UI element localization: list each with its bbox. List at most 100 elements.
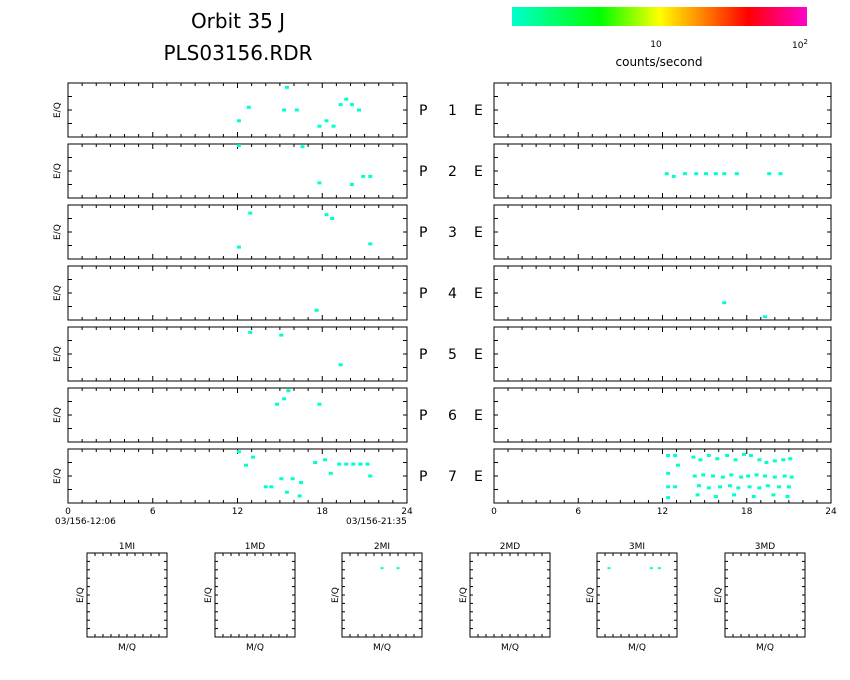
ylabel-row-2: E/Q (53, 163, 63, 179)
right-panel-5-frame (493, 326, 832, 382)
left-panel-7-point-4 (269, 485, 274, 489)
right-panel-2-point-4 (704, 172, 709, 176)
left-panel-6-frame (67, 387, 408, 443)
ylabel-row-6: E/Q (53, 407, 63, 423)
right-panel-2-point-3 (694, 172, 699, 176)
panel-row-2: E/Q P 2 E (53, 143, 832, 199)
panel-label-p-3: P (419, 225, 427, 241)
right-panel-7-point-46 (771, 493, 776, 497)
right-panel-1-frame (493, 82, 832, 138)
panel-label-e-4: E (474, 286, 483, 302)
panel-label-n-2: 2 (448, 164, 457, 180)
mass-panel-1MD: 1MD M/Q E/Q (204, 542, 296, 653)
right-panel-7-point-26 (754, 473, 759, 477)
left-panel-2-point-3 (349, 183, 354, 186)
colorbar-tick-100: 102 (792, 38, 808, 51)
panel-row-3: E/Q P 3 E (53, 204, 832, 260)
left-panel-3-point-4 (368, 242, 373, 246)
mass-panel-3-point-1 (396, 567, 400, 570)
left-panel-1-point-9 (344, 97, 349, 101)
right-panel-7-point-17 (781, 458, 786, 462)
right-panel-7-point-27 (763, 474, 768, 478)
right-panel-3-frame (493, 204, 832, 260)
left-panel-7-point-7 (290, 477, 295, 481)
mass-panel-3MI: 3MI M/Q E/Q (586, 542, 678, 653)
left-panel-1-point-5 (317, 124, 322, 128)
right-panel-7-point-41 (786, 485, 791, 489)
left-panel-5-point-1 (279, 333, 284, 337)
mass-panel-3-point-0 (380, 567, 384, 570)
left-panel-3-point-3 (330, 217, 335, 220)
mass-panels: 1MI M/Q E/Q 1MD M/Q E/Q 2MI M/Q E/Q 2MD M/Q E/Q 3MI M… (76, 542, 806, 653)
right-panel-7-point-25 (746, 474, 751, 478)
panel-label-n-3: 3 (448, 225, 457, 241)
mass-panel-frame-6 (724, 552, 806, 638)
left-panel-3-frame (67, 204, 408, 260)
panel-label-e-5: E (474, 347, 483, 363)
right-panel-7-frame (493, 448, 832, 504)
left-panel-3-point-0 (236, 245, 241, 249)
right-panel-7-point-12 (741, 452, 746, 456)
left-panel-5-point-0 (248, 330, 253, 334)
ylabel-row-7: E/Q (53, 468, 63, 484)
left-panel-1-point-3 (284, 85, 289, 89)
left-panel-2-point-5 (368, 174, 373, 178)
left-panel-7-point-8 (297, 494, 302, 498)
left-panel-7-point-3 (263, 485, 268, 489)
right-panel-2-point-0 (664, 172, 669, 176)
xtick-left-6: 6 (150, 507, 156, 517)
right-panel-7-point-10 (725, 453, 730, 457)
right-panel-7-point-8 (706, 453, 711, 457)
left-panel-6-point-0 (275, 402, 280, 406)
panel-label-n-4: 4 (448, 286, 457, 302)
right-panel-2-point-9 (778, 172, 783, 176)
right-panel-7-point-40 (777, 485, 782, 489)
right-panel-7-point-9 (715, 457, 720, 461)
left-panel-6-point-2 (286, 389, 291, 393)
right-panel-7-point-0 (666, 453, 671, 457)
panel-row-6: E/Q P 6 E (53, 387, 832, 443)
xtick-right-12: 12 (657, 507, 668, 517)
left-panel-7-point-15 (358, 462, 363, 466)
xtick-left-0: 0 (65, 507, 71, 517)
xtick-right-18: 18 (741, 507, 753, 517)
right-panel-7-point-47 (785, 495, 790, 499)
panel-label-e-2: E (474, 164, 483, 180)
mass-panel-5-point-2 (657, 567, 661, 570)
right-panel-7-point-33 (706, 486, 711, 490)
right-panel-4-frame (493, 265, 832, 321)
right-panel-2-point-5 (713, 172, 718, 176)
mass-panel-frame-4 (469, 552, 551, 638)
left-panel-1-point-7 (331, 124, 336, 128)
left-panel-3-point-2 (324, 213, 329, 217)
right-panel-7-point-39 (765, 484, 770, 488)
start-time-label: 03/156-12:06 (55, 517, 116, 527)
mass-panel-frame-2 (214, 552, 296, 638)
right-panel-2-point-8 (767, 172, 772, 176)
left-panel-7-point-17 (323, 458, 328, 462)
mass-panel-title-1: 1MI (119, 542, 135, 552)
left-panel-6-point-1 (282, 397, 287, 401)
right-panel-7-point-5 (666, 496, 671, 500)
mass-panel-xlabel-4: M/Q (501, 643, 519, 653)
panel-row-1: E/Q P 1 E (53, 82, 832, 138)
right-panel-7-point-13 (748, 453, 753, 457)
right-panel-7-point-35 (727, 484, 732, 488)
left-panel-1-point-10 (349, 103, 354, 107)
right-panel-7-point-4 (673, 485, 678, 489)
right-panel-7-point-31 (666, 485, 671, 489)
right-panel-7-point-6 (691, 455, 696, 459)
mass-panel-2MI: 2MI M/Q E/Q (331, 542, 423, 653)
right-panel-7-point-38 (757, 486, 762, 490)
right-panel-7-point-7 (698, 458, 703, 462)
right-panel-7-point-11 (733, 458, 738, 462)
right-panel-7-point-28 (772, 475, 777, 479)
mass-panel-title-6: 3MD (755, 542, 775, 552)
right-panel-7-point-1 (673, 453, 678, 457)
ylabel-row-3: E/Q (53, 224, 63, 240)
left-panel-7-point-0 (236, 450, 241, 454)
left-panel-1-point-6 (324, 119, 329, 123)
xtick-right-24: 24 (825, 507, 837, 517)
right-panel-7-point-23 (729, 473, 734, 477)
left-panel-4-point-0 (314, 308, 319, 312)
